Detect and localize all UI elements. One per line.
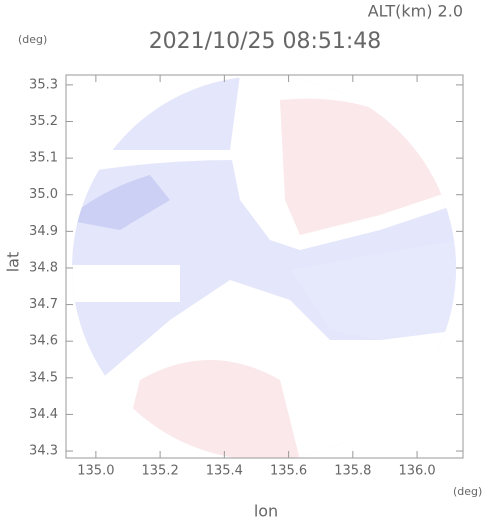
y-tick-label: 34.3 bbox=[29, 444, 58, 459]
y-tick-label: 34.4 bbox=[29, 407, 58, 422]
x-unit: (deg) bbox=[453, 485, 482, 498]
radar-field bbox=[72, 76, 456, 458]
y-tick-label: 34.7 bbox=[29, 297, 58, 312]
y-tick-label: 34.8 bbox=[29, 260, 58, 275]
y-tick-label: 35.3 bbox=[29, 77, 58, 92]
strong-approaching-region bbox=[72, 175, 170, 230]
altitude-label: ALT(km) 2.0 bbox=[368, 2, 463, 21]
x-tick-label: 135.8 bbox=[334, 464, 371, 479]
x-tick-label: 135.6 bbox=[270, 464, 307, 479]
x-tick-label: 135.4 bbox=[206, 464, 243, 479]
y-tick-label: 34.6 bbox=[29, 334, 58, 349]
x-axis-label: lon bbox=[254, 502, 278, 521]
y-tick-label: 35.0 bbox=[29, 187, 58, 202]
plot-frame bbox=[65, 74, 464, 459]
x-tick-label: 136.0 bbox=[398, 464, 435, 479]
y-axis-label: lat bbox=[4, 252, 23, 273]
y-unit: (deg) bbox=[18, 33, 47, 46]
blocked-sector bbox=[72, 265, 180, 302]
y-tick-label: 35.1 bbox=[29, 151, 58, 166]
y-tick-label: 34.9 bbox=[29, 224, 58, 239]
y-tick-label: 34.5 bbox=[29, 370, 58, 385]
approaching-region bbox=[290, 240, 456, 340]
x-tick-label: 135.2 bbox=[142, 464, 179, 479]
no-echo-region bbox=[72, 150, 235, 175]
y-tick-label: 35.2 bbox=[29, 114, 58, 129]
x-tick-label: 135.0 bbox=[77, 464, 114, 479]
chart-title: 2021/10/25 08:51:48 bbox=[149, 29, 382, 54]
